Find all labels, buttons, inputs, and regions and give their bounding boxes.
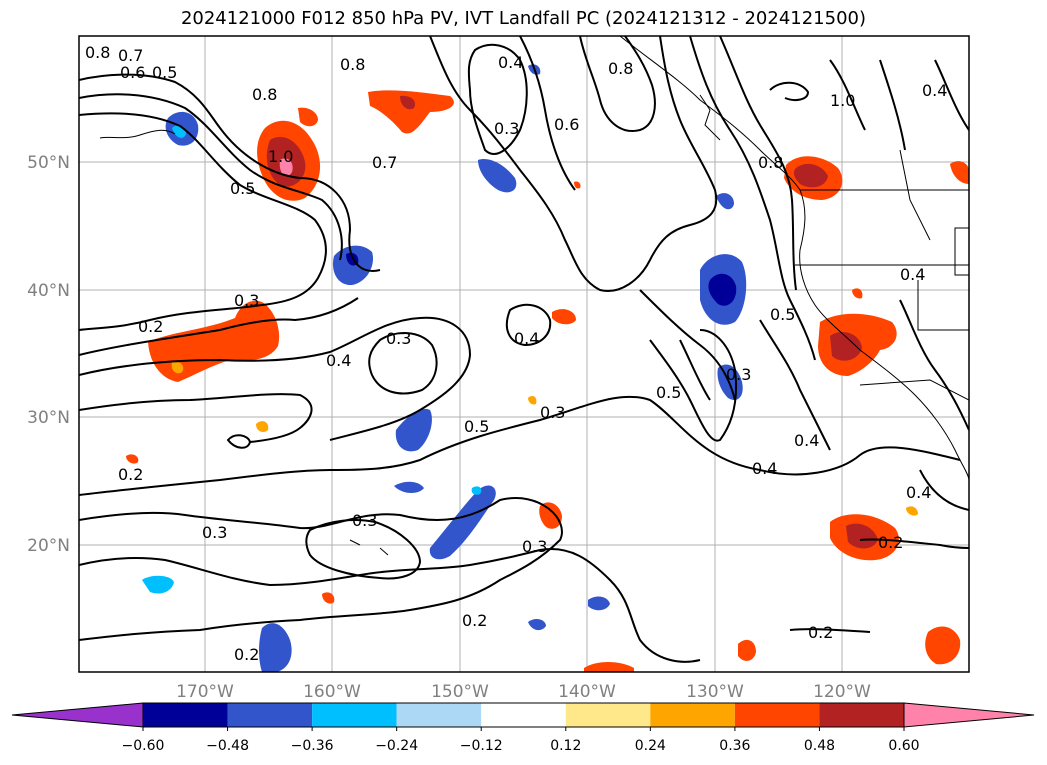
contour-label: 0.7 <box>372 153 397 172</box>
contour-label: 1.0 <box>830 91 855 110</box>
lat-label-30n: 30°N <box>27 408 70 428</box>
map-border <box>78 35 970 673</box>
contour-label: 0.7 <box>118 46 143 65</box>
lon-label-170w: 170°W <box>176 682 234 702</box>
contour-label: 0.4 <box>900 265 925 284</box>
contour-label: 0.8 <box>85 43 110 62</box>
colorbar-bin <box>143 703 228 727</box>
lon-label-140w: 140°W <box>558 682 616 702</box>
lon-label-130w: 130°W <box>686 682 744 702</box>
contour-label: 0.2 <box>808 623 833 642</box>
colorbar-over-extension <box>903 702 1035 728</box>
contour-label: 0.5 <box>770 305 795 324</box>
contour-label: 0.3 <box>352 511 377 530</box>
colorbar-ticks: −0.60 −0.48 −0.36 −0.24 −0.12 0.12 0.24 … <box>122 738 920 754</box>
contour-labels: 0.8 0.7 0.6 0.5 0.8 0.8 1.0 0.5 0.4 0.3 … <box>85 43 947 664</box>
colorbar-tick-label: −0.36 <box>291 738 334 754</box>
lat-label-50n: 50°N <box>27 153 70 173</box>
contour-label: 0.6 <box>120 63 145 82</box>
colorbar-bin <box>227 703 313 727</box>
colorbar-tick-label: 0.12 <box>550 738 581 754</box>
contour-label: 0.5 <box>230 179 255 198</box>
colorbar-tick-label: 0.36 <box>719 738 750 754</box>
colorbar-tick-label: −0.12 <box>460 738 503 754</box>
colorbar-bin <box>481 703 566 727</box>
contour-label: 0.4 <box>326 351 351 370</box>
lon-label-120w: 120°W <box>813 682 871 702</box>
contour-label: 0.8 <box>608 59 633 78</box>
colorbar-bin <box>565 703 651 727</box>
lat-label-40n: 40°N <box>27 281 70 301</box>
contour-label: 0.3 <box>234 291 259 310</box>
colorbar-bin <box>396 703 482 727</box>
contour-label: 0.2 <box>118 465 143 484</box>
colorbar-tick-label: −0.24 <box>375 738 418 754</box>
contour-label: 0.3 <box>202 523 227 542</box>
contour-label: 0.5 <box>464 417 489 436</box>
contour-label: 0.4 <box>906 483 931 502</box>
coastlines <box>99 36 969 556</box>
colorbar-bin <box>819 703 904 727</box>
contour-label: 0.3 <box>494 119 519 138</box>
longitude-axis: 170°W 160°W 150°W 140°W 130°W 120°W <box>176 682 871 702</box>
pv-contours <box>79 36 969 663</box>
contour-label: 0.3 <box>726 365 751 384</box>
contour-label: 0.2 <box>234 645 259 664</box>
contour-label: 0.8 <box>758 153 783 172</box>
lon-label-150w: 150°W <box>431 682 489 702</box>
colorbar-under-extension <box>11 702 144 728</box>
contour-label: 0.4 <box>514 329 539 348</box>
contour-label: 0.2 <box>138 317 163 336</box>
contour-label: 0.3 <box>386 329 411 348</box>
contour-label: 0.4 <box>922 81 947 100</box>
map-title: 2024121000 F012 850 hPa PV, IVT Landfall… <box>180 8 867 29</box>
contour-label: 0.4 <box>794 431 819 450</box>
colorbar-frame <box>142 702 905 728</box>
colorbar-tick-label: 0.60 <box>888 738 919 754</box>
colorbar-tick-label: −0.60 <box>122 738 165 754</box>
colorbar-bin <box>650 703 735 727</box>
contour-label: 0.4 <box>498 53 523 72</box>
colorbar-bin <box>734 703 820 727</box>
contour-label: 0.2 <box>462 611 487 630</box>
colorbar-bin <box>312 703 397 727</box>
colorbar-tick-label: −0.48 <box>206 738 249 754</box>
contour-label: 0.6 <box>554 115 579 134</box>
colorbar-tick-label: 0.48 <box>804 738 835 754</box>
contour-label: 0.4 <box>752 459 777 478</box>
latitude-axis: 50°N 40°N 30°N 20°N <box>27 153 70 556</box>
lon-label-160w: 160°W <box>303 682 361 702</box>
contour-label: 0.2 <box>878 533 903 552</box>
contour-label: 0.3 <box>522 537 547 556</box>
colorbar <box>11 702 1035 731</box>
contour-label: 0.8 <box>252 85 277 104</box>
lat-label-20n: 20°N <box>27 536 70 556</box>
colorbar-tick-label: 0.24 <box>635 738 666 754</box>
contour-label: 0.3 <box>540 403 565 422</box>
contour-label: 1.0 <box>268 147 293 166</box>
contour-label: 0.5 <box>656 383 681 402</box>
contour-label: 0.8 <box>340 55 365 74</box>
contour-label: 0.5 <box>152 63 177 82</box>
